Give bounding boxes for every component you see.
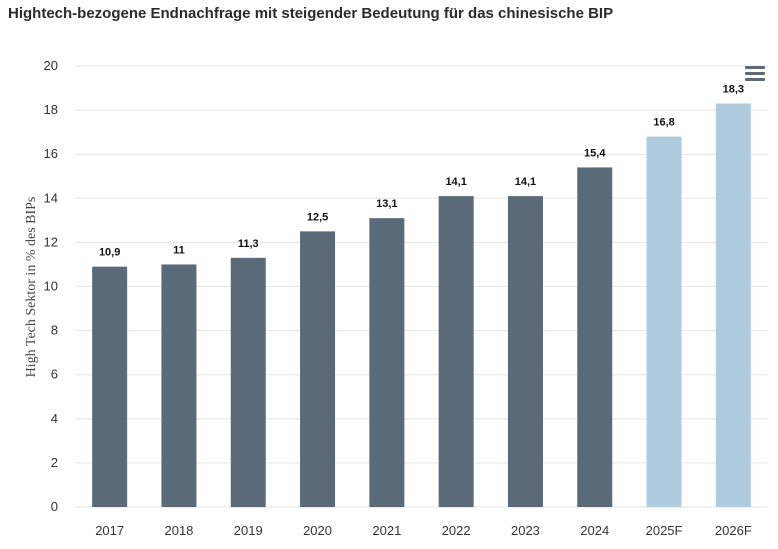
chart-title: Hightech-bezogene Endnachfrage mit steig…	[8, 5, 614, 22]
bar-2019[interactable]	[230, 257, 266, 507]
x-tick-label: 2025F	[646, 523, 683, 538]
x-tick-label: 2022	[442, 523, 471, 538]
y-tick-label: 20	[44, 58, 58, 73]
x-tick-label: 2017	[95, 523, 124, 538]
x-tick-label: 2021	[372, 523, 401, 538]
bars	[92, 103, 751, 508]
y-tick-label: 6	[51, 367, 58, 382]
bar-2024[interactable]	[577, 167, 613, 507]
x-tick-label: 2020	[303, 523, 332, 538]
y-tick-label: 14	[44, 190, 58, 205]
y-tick-label: 12	[44, 234, 58, 249]
y-axis-label: High Tech Sektor in % des BIPs	[24, 197, 39, 378]
bar-2020[interactable]	[300, 231, 336, 507]
data-label-2024: 15,4	[584, 147, 606, 159]
data-label-2017: 10,9	[99, 247, 120, 259]
data-label-2018: 11	[173, 244, 185, 256]
data-label-2021: 13,1	[376, 198, 397, 210]
bar-2017[interactable]	[92, 266, 128, 507]
bar-2025F[interactable]	[646, 136, 682, 507]
x-tick-label: 2019	[234, 523, 263, 538]
y-tick-label: 10	[44, 279, 58, 294]
bar-2018[interactable]	[161, 264, 197, 507]
x-axis-ticks: 2017 2018 2019 2020 2021 2022 2023 2024 2025F 202…	[95, 523, 752, 538]
x-tick-label: 2023	[511, 523, 540, 538]
bar-2022[interactable]	[438, 196, 474, 507]
bar-2023[interactable]	[507, 196, 543, 507]
data-label-2025F: 16,8	[653, 117, 674, 129]
bar-2026F[interactable]	[715, 103, 751, 508]
data-label-2020: 12,5	[307, 211, 328, 223]
data-label-2026F: 18,3	[723, 83, 744, 95]
y-tick-label: 0	[51, 499, 58, 514]
data-labels: 10,9 11 11,3 12,5 13,1 14,1 14,1 15,4 16,8 18,3	[99, 83, 744, 258]
y-tick-label: 16	[44, 146, 58, 161]
bar-2021[interactable]	[369, 218, 405, 507]
hamburger-menu-icon[interactable]	[745, 66, 765, 82]
data-label-2023: 14,1	[515, 176, 536, 188]
y-tick-label: 4	[51, 411, 58, 426]
x-tick-label: 2018	[164, 523, 193, 538]
x-tick-label: 2026F	[715, 523, 752, 538]
data-label-2022: 14,1	[445, 176, 466, 188]
x-tick-label: 2024	[580, 523, 609, 538]
y-tick-label: 8	[51, 323, 58, 338]
y-axis-ticks: 0 2 4 6 8 10 12 14 16 18 20	[44, 58, 58, 514]
data-label-2019: 11,3	[238, 238, 259, 250]
y-tick-label: 18	[44, 102, 58, 117]
y-tick-label: 2	[51, 455, 58, 470]
